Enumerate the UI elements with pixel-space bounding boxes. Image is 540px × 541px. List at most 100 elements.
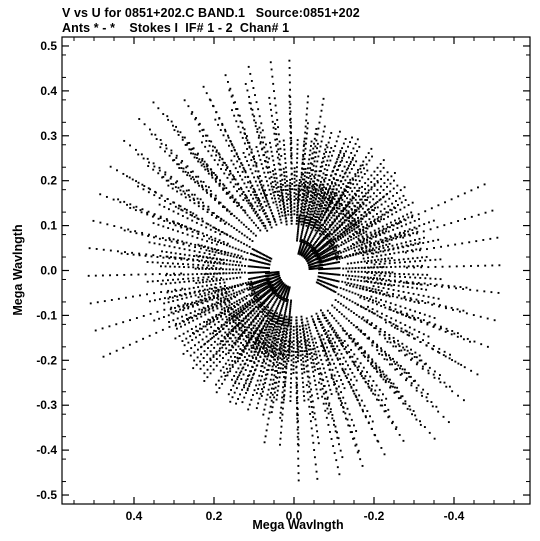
uv-point xyxy=(302,185,305,188)
uv-point xyxy=(337,397,340,400)
uv-point xyxy=(332,349,335,352)
uv-point xyxy=(216,332,219,335)
uv-point xyxy=(263,360,266,363)
uv-point xyxy=(300,223,303,226)
uv-point xyxy=(160,283,163,286)
uv-point xyxy=(315,353,318,356)
uv-point xyxy=(233,313,235,316)
uv-point xyxy=(244,362,247,365)
uv-point xyxy=(248,354,251,357)
uv-point xyxy=(237,125,240,128)
uv-point xyxy=(186,304,189,307)
uv-point xyxy=(338,202,341,205)
uv-point xyxy=(394,319,397,322)
uv-point xyxy=(389,378,391,381)
uv-point xyxy=(265,312,268,315)
uv-point xyxy=(321,176,324,179)
uv-point xyxy=(213,159,216,162)
uv-point xyxy=(382,166,385,169)
uv-point xyxy=(220,299,222,302)
uv-point xyxy=(362,229,365,232)
uv-point xyxy=(324,230,327,233)
uv-point xyxy=(168,222,171,225)
uv-point xyxy=(393,172,396,174)
uv-point xyxy=(237,398,240,400)
uv-point xyxy=(319,115,322,118)
uv-point xyxy=(403,295,406,298)
uv-point xyxy=(357,266,360,269)
uv-point xyxy=(210,283,213,286)
uv-point xyxy=(377,394,380,397)
uv-point xyxy=(349,225,352,228)
uv-point xyxy=(184,170,187,173)
uv-point xyxy=(326,407,329,410)
uv-point xyxy=(341,383,344,386)
uv-point xyxy=(222,296,225,299)
uv-point xyxy=(437,297,440,300)
uv-point xyxy=(347,240,350,243)
uv-point xyxy=(374,240,377,243)
uv-point xyxy=(283,343,286,346)
uv-point xyxy=(175,181,177,184)
uv-point xyxy=(193,291,196,294)
uv-point xyxy=(338,443,340,446)
uv-point xyxy=(233,360,236,363)
uv-point xyxy=(251,285,254,288)
uv-point xyxy=(167,179,170,182)
uv-point xyxy=(296,328,299,331)
uv-point xyxy=(237,323,240,326)
uv-point xyxy=(300,203,303,206)
uv-point xyxy=(249,181,252,184)
uv-point xyxy=(365,230,368,233)
uv-point xyxy=(218,360,221,363)
uv-point xyxy=(184,143,187,146)
uv-point xyxy=(248,318,250,321)
uv-point xyxy=(183,248,186,251)
uv-point xyxy=(219,179,222,182)
uv-point xyxy=(334,162,337,165)
uv-point xyxy=(360,330,362,333)
uv-point xyxy=(392,345,395,348)
uv-point xyxy=(256,333,259,336)
uv-point xyxy=(285,171,288,173)
uv-point xyxy=(310,200,313,203)
uv-point xyxy=(348,337,351,339)
uv-point xyxy=(204,272,207,275)
uv-point xyxy=(162,113,165,116)
uv-point xyxy=(167,301,170,304)
uv-point xyxy=(267,368,270,371)
uv-point xyxy=(249,370,252,373)
uv-point xyxy=(379,192,382,195)
uv-point xyxy=(181,315,183,318)
uv-point xyxy=(231,272,234,275)
uv-point xyxy=(315,183,318,186)
uv-point xyxy=(423,223,426,226)
uv-point xyxy=(347,364,349,367)
uv-point xyxy=(374,389,377,392)
uv-point xyxy=(250,310,252,313)
uv-point xyxy=(228,343,231,346)
uv-point xyxy=(292,333,295,335)
uv-point xyxy=(391,202,394,205)
uv-point xyxy=(295,335,298,338)
uv-point xyxy=(351,431,353,434)
uv-point xyxy=(194,294,197,297)
uv-point xyxy=(322,224,324,227)
uv-point xyxy=(382,247,385,249)
uv-point xyxy=(323,204,326,207)
uv-point xyxy=(221,346,224,349)
uv-point xyxy=(182,332,185,335)
uv-point xyxy=(159,215,162,218)
uv-point xyxy=(265,328,268,331)
uv-point xyxy=(422,319,425,322)
uv-point xyxy=(265,156,268,159)
uv-point xyxy=(254,190,257,193)
uv-point xyxy=(265,339,268,342)
uv-point xyxy=(358,244,361,247)
uv-point xyxy=(273,363,275,366)
uv-point xyxy=(177,134,180,136)
uv-point xyxy=(235,300,238,303)
uv-point xyxy=(181,240,184,243)
uv-point xyxy=(408,405,411,408)
uv-point xyxy=(405,372,408,375)
